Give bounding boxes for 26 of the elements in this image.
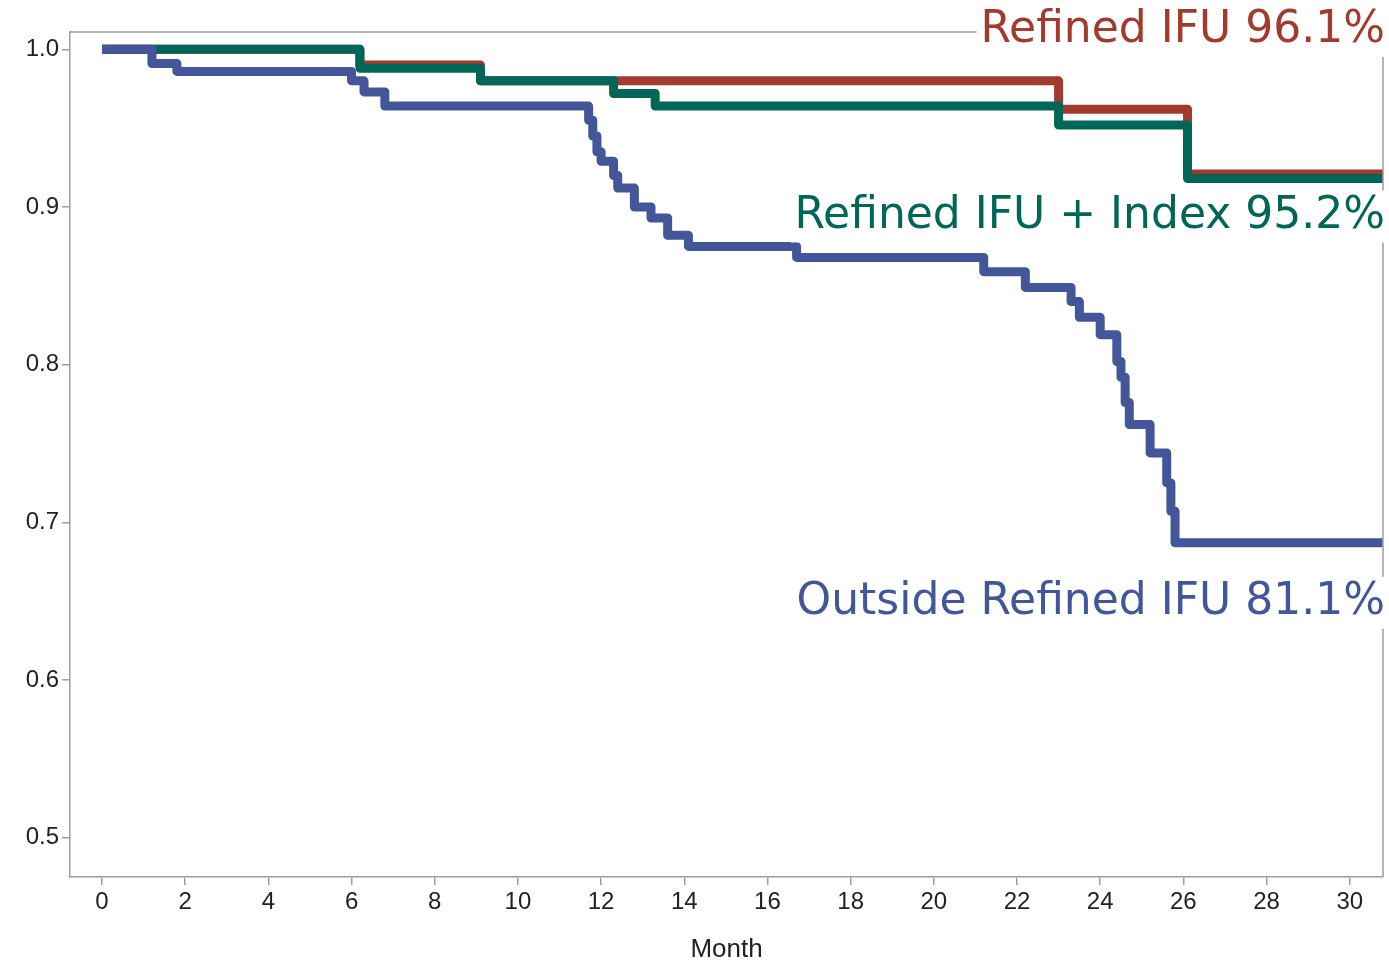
x-tick-label: 8	[428, 887, 442, 915]
y-tick-label: 0.5	[25, 822, 59, 850]
x-tick-label: 6	[344, 887, 359, 915]
series-label: Refined IFU 96.1%	[980, 1, 1385, 53]
x-tick-label: 28	[1253, 887, 1280, 915]
x-axis-title: Month	[690, 932, 763, 963]
series-label: Refined IFU + Index 95.2%	[794, 187, 1385, 239]
x-tick-label: 24	[1086, 887, 1114, 915]
y-tick-label: 1.0	[25, 33, 59, 61]
y-tick-label: 0.6	[25, 664, 59, 692]
x-tick-label: 16	[754, 887, 781, 915]
x-tick-label: 26	[1170, 887, 1197, 915]
y-tick-label: 0.7	[25, 506, 59, 534]
x-tick-label: 30	[1336, 887, 1364, 915]
x-tick-label: 2	[178, 887, 192, 915]
series-label: Outside Refined IFU 81.1%	[796, 573, 1385, 625]
x-tick-label: 20	[920, 887, 948, 915]
x-tick-label: 14	[670, 887, 698, 915]
y-tick-label: 0.9	[25, 191, 59, 219]
x-tick-label: 12	[587, 887, 615, 915]
y-tick-label: 0.8	[25, 349, 59, 377]
x-tick-label: 4	[261, 887, 276, 915]
x-tick-label: 10	[504, 887, 532, 915]
x-tick-label: 18	[837, 887, 864, 915]
x-tick-label: 0	[95, 887, 109, 915]
x-tick-label: 22	[1003, 887, 1031, 915]
